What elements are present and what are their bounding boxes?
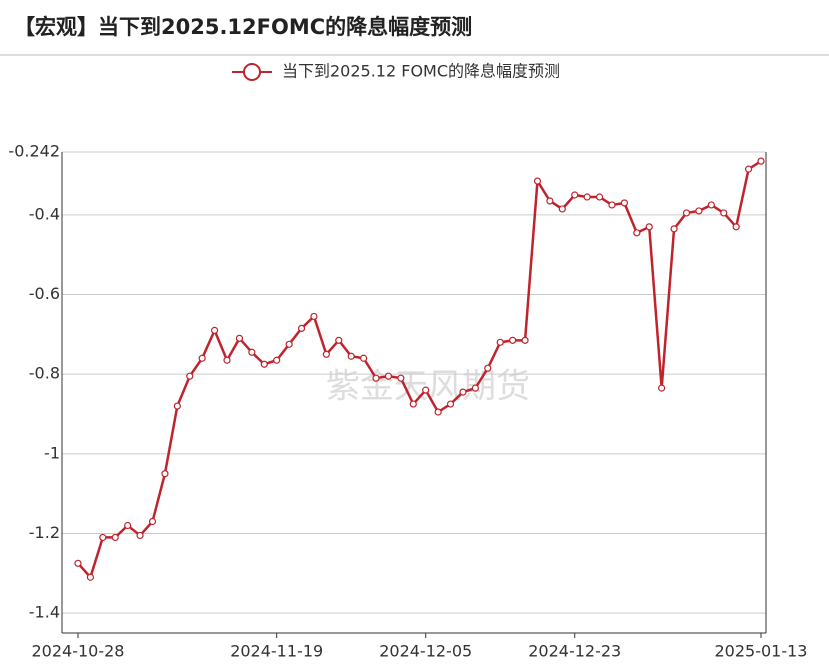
y-tick-label: -1 (44, 443, 60, 462)
data-point (360, 354, 368, 362)
data-point (732, 223, 740, 231)
data-point (471, 384, 479, 392)
data-point (310, 312, 318, 321)
data-point (198, 354, 206, 362)
data-point (111, 533, 119, 542)
data-point (446, 400, 455, 408)
y-tick-label: -1.2 (29, 523, 60, 542)
data-point (124, 521, 132, 530)
data-point (173, 402, 181, 410)
y-tick-label: -0.4 (29, 204, 60, 223)
data-point (744, 165, 753, 173)
data-point (533, 177, 542, 185)
data-point (670, 225, 678, 233)
data-point (658, 384, 666, 392)
legend-label: 当下到2025.12 FOMC的降息幅度预测 (282, 62, 560, 81)
data-point (148, 517, 157, 526)
data-point (620, 199, 629, 207)
data-point (335, 336, 343, 344)
data-point (496, 338, 504, 346)
data-point (347, 352, 355, 360)
y-tick-label: -0.8 (29, 364, 60, 383)
data-point (595, 193, 604, 201)
data-point (558, 205, 566, 213)
data-point (484, 364, 492, 372)
data-point (397, 374, 405, 382)
data-point (707, 201, 715, 209)
data-point (509, 336, 517, 344)
data-point (720, 209, 728, 217)
y-tick-label: -1.4 (29, 603, 60, 622)
legend-marker (243, 63, 261, 81)
data-point (384, 372, 393, 380)
data-point (583, 193, 591, 201)
data-point (74, 559, 82, 567)
data-point (235, 334, 244, 342)
data-point (682, 209, 691, 217)
x-tick-label: 2024-12-05 (379, 642, 472, 661)
data-point (223, 356, 231, 364)
y-tick-label: -0.6 (29, 284, 60, 303)
data-point (86, 573, 95, 581)
data-point (211, 326, 219, 334)
data-point (459, 388, 467, 396)
data-point (322, 350, 330, 358)
x-tick-label: 2024-12-23 (528, 642, 621, 661)
data-point (186, 372, 194, 380)
data-point (285, 340, 293, 348)
data-point (521, 336, 529, 344)
x-tick-label: 2024-10-28 (32, 642, 125, 661)
watermark: 紫金天风期货 (326, 367, 530, 407)
data-point (136, 531, 144, 540)
data-point (273, 356, 281, 364)
data-point (571, 191, 579, 199)
data-point (434, 408, 442, 416)
data-point (260, 360, 268, 368)
data-point (757, 157, 765, 165)
data-point (372, 374, 380, 382)
data-point (633, 229, 641, 237)
data-point (546, 197, 554, 205)
data-point (422, 386, 430, 394)
x-tick-label: 2025-01-13 (715, 642, 808, 661)
chart-title: 【宏观】当下到2025.12FOMC的降息幅度预测 (14, 15, 472, 39)
data-point (161, 470, 169, 478)
data-point (695, 207, 703, 215)
y-tick-label: -0.242 (8, 142, 60, 161)
data-point (99, 533, 107, 542)
data-point (608, 201, 616, 209)
data-point (645, 223, 653, 231)
x-tick-label: 2024-11-19 (230, 642, 323, 661)
data-point (409, 400, 417, 408)
data-point (248, 348, 256, 356)
data-point (297, 324, 306, 332)
